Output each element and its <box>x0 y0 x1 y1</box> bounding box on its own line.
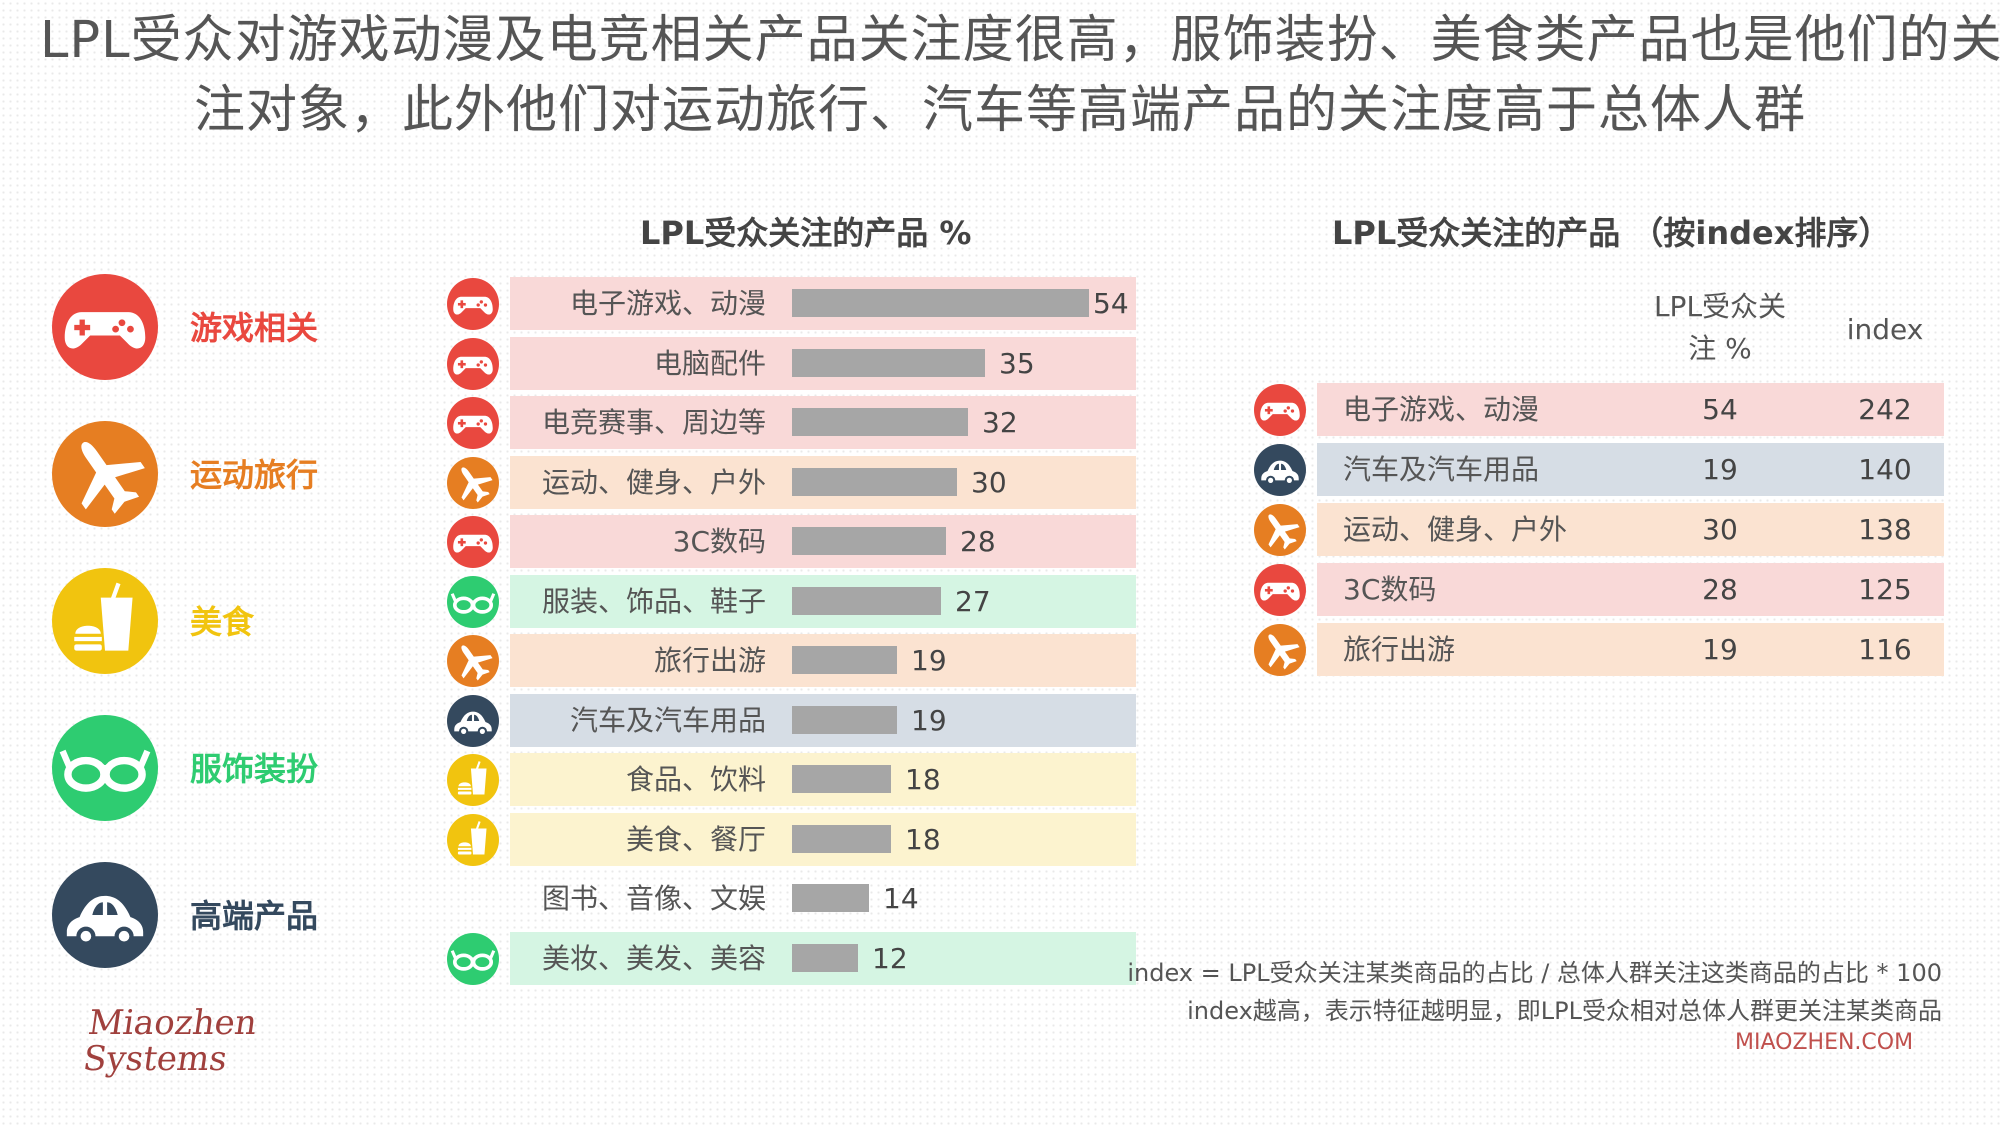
bar-value-label: 30 <box>971 465 1007 499</box>
gamepad-icon <box>1254 384 1306 436</box>
table-header-pct-line2: 注 % <box>1688 332 1752 365</box>
bar <box>792 646 897 674</box>
table-header-index: index <box>1846 313 1924 346</box>
source-label: MIAOZHEN.COM <box>1735 1030 1914 1055</box>
bar-label: 旅行出游 <box>653 644 766 677</box>
table-row-label: 汽车及汽车用品 <box>1343 453 1540 486</box>
bar-label: 3C数码 <box>672 525 766 558</box>
bar-label: 图书、音像、文娱 <box>541 882 766 915</box>
table-row-label: 电子游戏、动漫 <box>1343 393 1540 426</box>
title-line-1: LPL受众对游戏动漫及电竞相关产品关注度很高，服饰装扮、美食类产品也是他们的关 <box>40 11 2000 70</box>
bar-value-label: 32 <box>982 406 1018 439</box>
bar <box>792 348 985 377</box>
bar-label: 电竞赛事、周边等 <box>541 406 766 439</box>
table-row-pct: 19 <box>1702 453 1738 486</box>
gamepad-icon <box>1254 564 1306 616</box>
glasses-icon <box>52 715 158 821</box>
table-row <box>1317 383 1944 436</box>
bar-value-label: 12 <box>872 941 908 975</box>
table-row-label: 3C数码 <box>1343 573 1437 606</box>
glasses-icon <box>447 932 499 985</box>
bar-label: 电子游戏、动漫 <box>569 287 766 320</box>
car-icon <box>447 694 499 747</box>
bar <box>792 705 897 734</box>
table-row-pct: 30 <box>1702 513 1738 546</box>
index-formula-note: index = LPL受众关注某类商品的占比 / 总体人群关注这类商品的占比 *… <box>1127 959 1942 987</box>
category-label-game: 游戏相关 <box>190 309 319 347</box>
table-row-index: 242 <box>1858 393 1912 426</box>
table-row <box>1317 503 1944 556</box>
bar <box>792 884 869 912</box>
bar-label: 食品、饮料 <box>625 763 766 796</box>
gamepad-icon <box>52 274 158 380</box>
bar <box>792 467 957 496</box>
table-row-pct: 54 <box>1702 393 1738 426</box>
airplane-icon <box>1254 624 1306 676</box>
table-row-index: 140 <box>1858 453 1912 486</box>
table-row <box>1317 443 1944 496</box>
table-row-index: 116 <box>1858 633 1912 666</box>
title-line-2: 注对象，此外他们对运动旅行、汽车等高端产品的关注度高于总体人群 <box>193 81 1806 140</box>
bar <box>792 408 968 436</box>
car-icon <box>1254 444 1306 496</box>
table-header-pct: LPL受众关 注 % <box>1640 286 1800 370</box>
logo-line-1: Miaozhen <box>85 1003 260 1043</box>
index-table-title: LPL受众关注的产品 （按index排序） <box>1332 214 1891 252</box>
table-row-index: 125 <box>1858 573 1912 606</box>
gamepad-icon <box>447 337 499 390</box>
bar-value-label: 54 <box>1093 287 1129 320</box>
bar-label: 美妆、美发、美容 <box>541 941 766 975</box>
bar-value-label: 18 <box>905 763 941 796</box>
car-icon <box>52 862 158 968</box>
bar-value-label: 19 <box>911 703 947 737</box>
bar-label: 服装、饰品、鞋子 <box>541 584 766 618</box>
table-row-label: 旅行出游 <box>1343 633 1456 666</box>
burger-drink-icon <box>52 568 158 674</box>
bar <box>792 289 1089 317</box>
index-explain-note: index越高，表示特征越明显，即LPL受众相对总体人群更关注某类商品 <box>1187 997 1942 1025</box>
gamepad-icon <box>447 516 499 568</box>
bar <box>792 765 891 793</box>
page-title: LPL受众对游戏动漫及电竞相关产品关注度很高，服饰装扮、美食类产品也是他们的关 … <box>40 6 2000 146</box>
burger-drink-icon <box>447 813 499 866</box>
bar-label: 运动、健身、户外 <box>541 465 766 499</box>
gamepad-icon <box>447 397 499 449</box>
table-row-index: 138 <box>1858 513 1912 546</box>
airplane-icon <box>447 456 499 509</box>
table-row-pct: 28 <box>1702 573 1738 606</box>
category-label-fashion: 服饰装扮 <box>190 750 319 788</box>
bar <box>792 943 858 972</box>
airplane-icon <box>1254 504 1306 556</box>
table-row <box>1317 563 1944 616</box>
bar-value-label: 35 <box>999 346 1035 380</box>
bar-chart-title: LPL受众关注的产品 % <box>640 214 972 252</box>
category-label-food: 美食 <box>190 603 255 641</box>
airplane-icon <box>52 421 158 527</box>
glasses-icon <box>447 575 499 628</box>
bar-value-label: 19 <box>911 644 947 677</box>
airplane-icon <box>447 635 499 687</box>
table-row-label: 运动、健身、户外 <box>1343 513 1568 546</box>
gamepad-icon <box>447 278 499 330</box>
bar <box>792 527 946 555</box>
bar-label: 汽车及汽车用品 <box>569 703 766 737</box>
bar <box>792 824 891 853</box>
bar-label: 美食、餐厅 <box>625 822 766 856</box>
table-row <box>1317 623 1944 676</box>
bar-value-label: 28 <box>960 525 996 558</box>
bar-value-label: 14 <box>883 882 919 915</box>
logo-line-2: Systems <box>80 1039 230 1079</box>
bar-label: 电脑配件 <box>653 346 766 380</box>
bar <box>792 586 941 615</box>
category-label-travel: 运动旅行 <box>190 456 319 494</box>
miaozhen-logo: Miaozhen Systems <box>80 1003 260 1079</box>
table-header-pct-line1: LPL受众关 <box>1653 290 1787 323</box>
bar-value-label: 27 <box>955 584 991 618</box>
category-label-premium: 高端产品 <box>190 897 319 935</box>
bar-value-label: 18 <box>905 822 941 856</box>
table-row-pct: 19 <box>1702 633 1738 666</box>
burger-drink-icon <box>447 754 499 806</box>
